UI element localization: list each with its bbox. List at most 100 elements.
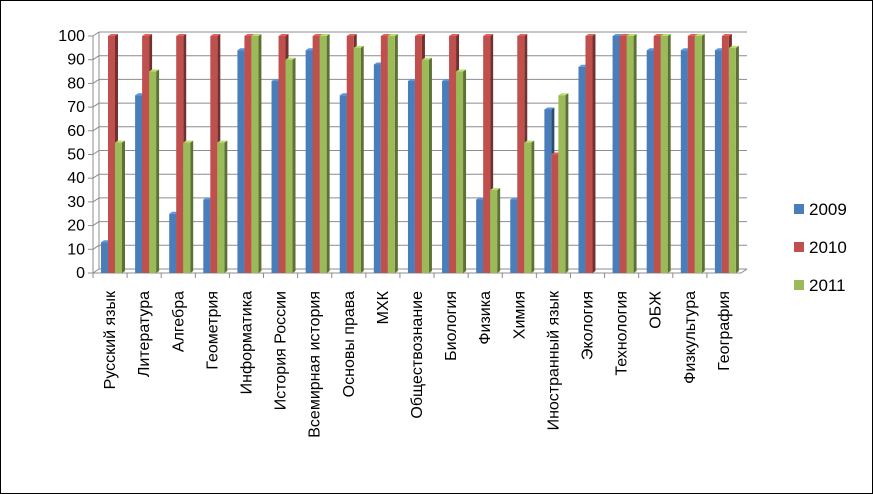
legend-swatch bbox=[794, 204, 804, 214]
bar bbox=[115, 142, 122, 273]
bar bbox=[203, 199, 211, 273]
bar-side bbox=[190, 140, 194, 273]
legend-label: 2009 bbox=[809, 200, 847, 219]
x-category-label: Русский язык bbox=[102, 290, 119, 389]
bar bbox=[142, 36, 150, 273]
bar-side bbox=[360, 45, 364, 273]
x-category-label: Информатика bbox=[238, 291, 255, 394]
y-tick-label: 60 bbox=[67, 123, 85, 140]
bar bbox=[149, 71, 157, 273]
bar bbox=[442, 81, 450, 273]
gridline-side bbox=[92, 197, 100, 203]
bar bbox=[237, 50, 245, 273]
x-category-label: Биология bbox=[443, 291, 460, 361]
bar-top bbox=[176, 34, 187, 36]
y-tick-label: 30 bbox=[67, 194, 85, 211]
bar-top bbox=[626, 34, 637, 36]
bar-top bbox=[217, 140, 228, 143]
bar bbox=[101, 242, 108, 273]
bar-top bbox=[319, 34, 330, 36]
bar-top bbox=[524, 140, 535, 143]
legend-swatch bbox=[794, 242, 804, 252]
legend: 2009 2010 2011 bbox=[794, 200, 847, 295]
bar-top bbox=[490, 188, 501, 191]
bar-top bbox=[278, 34, 289, 36]
x-category-label: Алгебра bbox=[170, 291, 187, 352]
bar-top bbox=[251, 34, 262, 36]
bar bbox=[721, 36, 729, 273]
gridline-side bbox=[92, 126, 100, 132]
bar-side bbox=[735, 45, 739, 273]
bar bbox=[353, 47, 361, 273]
bar-side bbox=[497, 188, 501, 273]
bar bbox=[135, 95, 143, 273]
x-category-label: Химия bbox=[511, 291, 528, 339]
bar bbox=[456, 71, 464, 273]
bar-side bbox=[428, 57, 432, 274]
bar bbox=[544, 109, 552, 273]
bar bbox=[339, 95, 347, 273]
bar bbox=[169, 213, 177, 273]
bar-side bbox=[633, 34, 637, 273]
bar-top bbox=[353, 45, 364, 48]
bar bbox=[517, 36, 525, 273]
bar bbox=[585, 36, 593, 273]
bar-side bbox=[292, 57, 296, 274]
bar bbox=[319, 36, 327, 273]
bar-side bbox=[592, 34, 596, 273]
bar-top bbox=[612, 34, 623, 36]
bar-top bbox=[653, 34, 664, 36]
y-tick-label: 90 bbox=[67, 52, 85, 69]
floor-right bbox=[740, 268, 748, 274]
bar bbox=[421, 59, 429, 274]
bar bbox=[407, 81, 415, 273]
bar bbox=[414, 36, 422, 273]
bar bbox=[387, 36, 395, 273]
bar bbox=[251, 36, 259, 273]
bar-top bbox=[721, 34, 732, 36]
bar-top bbox=[687, 34, 698, 36]
bar-top bbox=[728, 45, 739, 48]
bar-top bbox=[449, 34, 460, 36]
bar-side bbox=[394, 34, 398, 273]
bar-side bbox=[156, 69, 160, 273]
bar bbox=[612, 36, 620, 273]
x-category-label: ОБЖ bbox=[648, 291, 665, 329]
bar-side bbox=[565, 93, 569, 273]
bar-top bbox=[149, 69, 160, 72]
bar bbox=[476, 199, 484, 273]
bar bbox=[660, 36, 668, 273]
gridline-side bbox=[92, 78, 100, 84]
bar bbox=[558, 95, 566, 273]
bar-top bbox=[544, 107, 555, 110]
bar bbox=[626, 36, 634, 273]
bar bbox=[653, 36, 661, 273]
bar bbox=[244, 36, 252, 273]
bar bbox=[510, 199, 518, 273]
x-category-labels: Русский язык Литература Алгебра Геометрия Ин… bbox=[102, 290, 733, 438]
bar-side bbox=[701, 34, 705, 273]
y-tick-label: 50 bbox=[67, 147, 85, 164]
gridline-side bbox=[92, 221, 100, 227]
bar-side bbox=[326, 34, 330, 273]
bar bbox=[728, 47, 736, 273]
gridline-side bbox=[92, 268, 100, 274]
bar bbox=[346, 36, 354, 273]
bar bbox=[278, 36, 286, 273]
bar-top bbox=[517, 34, 528, 36]
gridline-side bbox=[92, 173, 100, 179]
x-category-label: Физика bbox=[477, 291, 494, 345]
bar-top bbox=[142, 34, 153, 36]
x-category-label: Литература bbox=[136, 291, 153, 377]
bar-side bbox=[463, 69, 467, 273]
bar bbox=[680, 50, 688, 273]
bar bbox=[483, 36, 491, 273]
bar-top bbox=[660, 34, 671, 36]
legend-swatch bbox=[794, 280, 804, 290]
x-category-label: Основы права bbox=[341, 291, 358, 397]
bar-top bbox=[558, 93, 569, 96]
bar-top bbox=[414, 34, 425, 36]
bar-top bbox=[312, 34, 323, 36]
